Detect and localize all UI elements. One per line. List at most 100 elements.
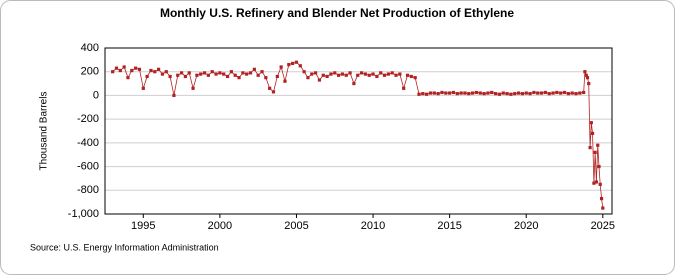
data-point [597, 164, 601, 169]
data-point [493, 92, 498, 96]
data-point [291, 61, 295, 66]
data-point [333, 71, 337, 75]
data-point [298, 64, 302, 68]
data-point [601, 206, 605, 210]
data-point [394, 73, 398, 77]
data-point [524, 91, 528, 95]
data-point [386, 72, 390, 76]
data-point [543, 90, 547, 95]
x-tick-label: 1995 [131, 220, 155, 232]
y-tick-label: 0 [93, 89, 99, 101]
data-point [516, 91, 521, 95]
data-point [490, 90, 494, 95]
data-point [471, 91, 475, 95]
data-point [160, 72, 165, 76]
data-point [588, 146, 592, 150]
data-point [241, 71, 245, 75]
data-point [451, 90, 456, 95]
data-point [191, 86, 195, 90]
data-point [336, 73, 341, 77]
data-point [352, 81, 356, 86]
y-tick-label: 200 [81, 66, 99, 78]
data-point [585, 76, 590, 80]
data-point [562, 90, 567, 95]
y-tick-label: -600 [77, 160, 99, 172]
data-point [598, 182, 602, 186]
data-point [520, 92, 524, 96]
data-point [145, 74, 149, 79]
data-point [283, 79, 287, 83]
data-point [168, 74, 172, 79]
data-point [130, 68, 134, 73]
data-point [122, 65, 126, 69]
data-point [363, 72, 367, 76]
data-point [539, 91, 544, 95]
data-point [348, 71, 352, 75]
x-tick-label: 2005 [284, 220, 308, 232]
data-point [578, 91, 582, 95]
data-point [195, 73, 199, 77]
data-point [214, 72, 218, 76]
data-point [478, 91, 482, 95]
data-point [367, 73, 371, 77]
data-point [271, 90, 276, 94]
data-point [583, 70, 587, 74]
data-point [390, 71, 394, 75]
data-point [463, 91, 467, 95]
data-point [137, 67, 142, 71]
data-point [428, 91, 433, 95]
data-point [448, 91, 452, 95]
data-point [497, 92, 502, 96]
data-point [310, 72, 314, 76]
data-point [501, 91, 505, 95]
data-point [344, 73, 348, 77]
chart-title: Monthly U.S. Refinery and Blender Net Pr… [160, 6, 514, 20]
y-tick-label: -1,000 [68, 208, 99, 220]
plot-border [104, 47, 613, 215]
data-point [118, 68, 122, 73]
data-point [405, 73, 410, 77]
data-point [486, 91, 490, 95]
data-point [111, 70, 115, 74]
data-point [237, 76, 241, 80]
data-point [570, 91, 574, 95]
data-point [513, 92, 517, 96]
data-point [409, 74, 413, 79]
data-point [164, 70, 168, 74]
data-point [566, 92, 570, 96]
data-point [275, 74, 279, 79]
x-tick-label: 2020 [514, 220, 538, 232]
data-point [402, 86, 406, 90]
data-point [474, 90, 479, 95]
data-point [306, 76, 310, 80]
data-point [321, 73, 325, 77]
data-point [559, 91, 563, 95]
data-point [153, 70, 157, 74]
data-point [233, 73, 237, 77]
data-point [157, 67, 161, 71]
data-point [375, 74, 379, 79]
y-tick-label: 400 [81, 42, 99, 54]
source: Source: U.S. Energy Information Administ… [30, 242, 219, 252]
data-point [574, 92, 578, 96]
data-point [222, 72, 226, 76]
data-point [325, 74, 329, 79]
data-point [126, 76, 130, 80]
data-point [225, 74, 230, 79]
data-point [587, 81, 591, 86]
data-point [398, 72, 402, 76]
data-point [149, 68, 153, 73]
data-point [268, 86, 272, 90]
y-tick-label: -800 [77, 184, 99, 196]
data-point [206, 73, 210, 77]
data-point [256, 73, 260, 77]
data-point [202, 71, 207, 75]
data-point [599, 196, 604, 201]
data-point [594, 180, 598, 184]
y-tick-label: -200 [77, 113, 99, 125]
data-point [532, 90, 536, 95]
data-point [425, 92, 429, 96]
data-point [199, 72, 203, 76]
data-point [218, 71, 222, 75]
